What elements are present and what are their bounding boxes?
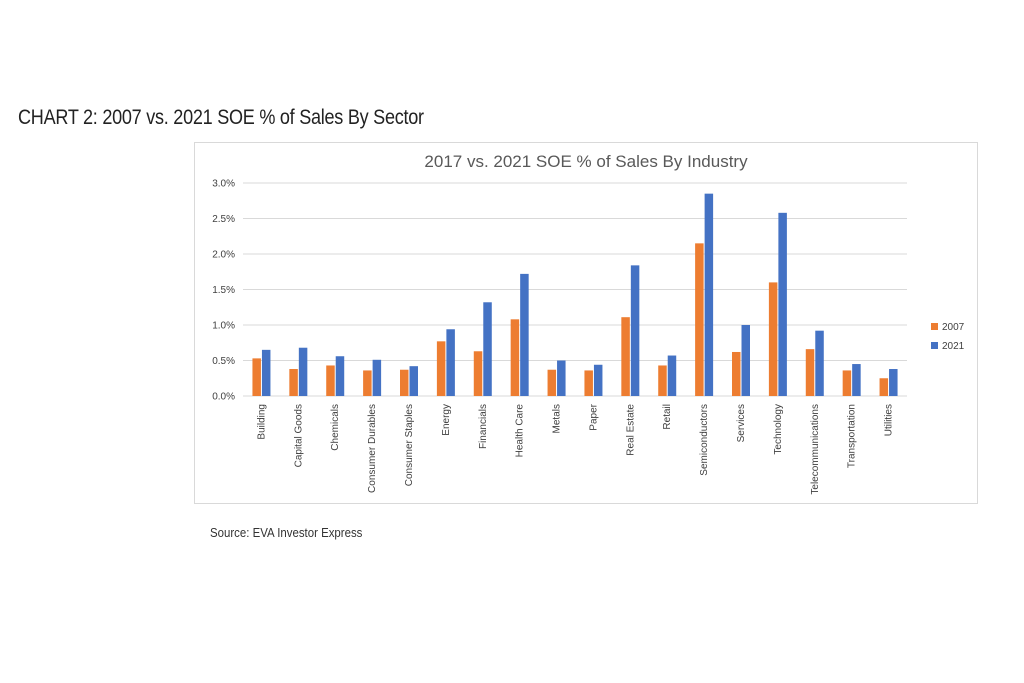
y-tick-label: 2.5% (212, 214, 235, 225)
bar-2007 (400, 369, 409, 396)
y-tick-label: 2.0% (212, 250, 235, 261)
x-tick-label: Real Estate (625, 404, 636, 456)
x-axis-ticks: Building Capital Goods Chemicals Consumer D… (256, 403, 894, 494)
legend: 2007 2021 (931, 322, 965, 352)
bar-2021 (335, 356, 345, 396)
x-tick-label: Consumer Staples (404, 404, 415, 486)
bar-2007 (621, 317, 630, 396)
chart-title: 2017 vs. 2021 SOE % of Sales By Industry (424, 152, 748, 171)
x-tick-label: Health Care (515, 404, 526, 458)
y-tick-label: 0.0% (212, 392, 235, 403)
x-tick-label: Financials (478, 404, 489, 449)
bar-2007 (252, 358, 261, 396)
x-tick-label: Retail (662, 404, 673, 430)
legend-label: 2007 (942, 322, 965, 333)
bar-2007 (289, 369, 298, 396)
x-tick-label: Utilities (884, 404, 895, 436)
bar-2007 (584, 370, 593, 396)
y-tick-label: 1.0% (212, 321, 235, 332)
x-tick-label: Chemicals (330, 404, 341, 451)
x-tick-label: Semiconductors (699, 404, 710, 476)
bar-2007 (879, 378, 889, 396)
y-tick-label: 1.5% (212, 285, 235, 296)
bar-2021 (704, 193, 714, 396)
bar-2007 (695, 243, 704, 396)
x-tick-label: Building (256, 404, 267, 440)
x-tick-label: Telecommunications (810, 404, 821, 495)
y-tick-label: 0.5% (212, 356, 235, 367)
x-tick-label: Technology (773, 404, 784, 455)
bar-2021 (446, 329, 455, 396)
bar-2021 (409, 366, 418, 396)
y-axis-ticks: 0.0% 0.5% 1.0% 1.5% 2.0% 2.5% 3.0% (212, 179, 235, 403)
bar-2021 (520, 273, 529, 396)
bar-2007 (436, 341, 446, 396)
bar-2021 (372, 359, 382, 396)
bar-2021 (261, 349, 271, 396)
x-tick-label: Metals (552, 404, 563, 433)
bar-2007 (658, 365, 667, 396)
x-tick-label: Energy (441, 404, 452, 436)
x-tick-label: Services (736, 404, 747, 442)
bar-2021 (889, 369, 898, 396)
bar-2007 (363, 370, 372, 396)
bar-2021 (593, 364, 603, 396)
bar-2021 (483, 302, 492, 396)
bar-2007 (842, 370, 852, 396)
source-note: Source: EVA Investor Express (210, 525, 363, 540)
bars (252, 193, 898, 396)
bar-2021 (667, 355, 677, 396)
bar-2021 (741, 325, 750, 396)
bar-2021 (630, 265, 640, 396)
bar-2007 (732, 351, 741, 396)
gridlines (243, 182, 907, 397)
bar-2021 (815, 330, 824, 396)
bar-2007 (510, 319, 520, 396)
bar-2021 (298, 347, 308, 396)
bar-2007 (768, 282, 778, 396)
x-tick-label: Transportation (847, 404, 858, 468)
chart-container: 2017 vs. 2021 SOE % of Sales By Industry… (194, 142, 978, 504)
bar-2007 (547, 369, 557, 396)
page-title: CHART 2: 2007 vs. 2021 SOE % of Sales By… (18, 106, 424, 129)
bar-2021 (778, 212, 787, 396)
bar-2007 (326, 365, 335, 396)
bar-2007 (805, 349, 815, 396)
legend-swatch (931, 342, 938, 349)
x-tick-label: Consumer Durables (367, 404, 378, 493)
y-tick-label: 3.0% (212, 179, 235, 190)
legend-swatch (931, 323, 938, 330)
bar-chart: 2017 vs. 2021 SOE % of Sales By Industry… (212, 152, 965, 495)
x-tick-label: Paper (588, 403, 599, 430)
bar-2007 (473, 351, 483, 396)
legend-label: 2021 (942, 341, 965, 352)
x-tick-label: Capital Goods (293, 404, 304, 467)
bar-2021 (557, 360, 566, 396)
bar-2021 (852, 364, 861, 396)
